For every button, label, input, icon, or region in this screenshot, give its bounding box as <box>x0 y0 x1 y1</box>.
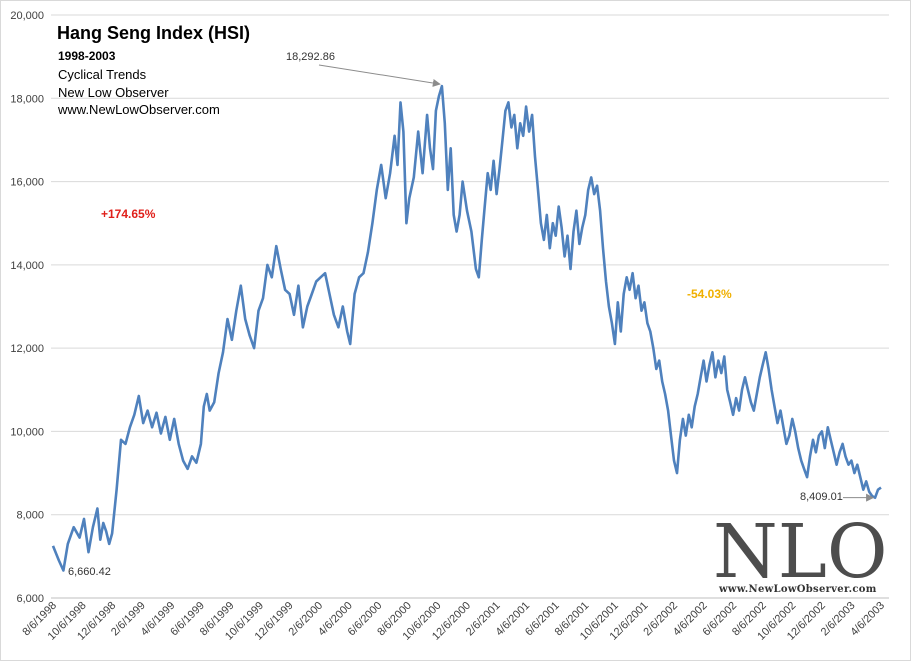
gridlines <box>51 14 889 599</box>
peak-value-label: 18,292.86 <box>286 51 335 63</box>
subtitle-website: www.NewLowObserver.com <box>57 102 220 117</box>
y-tick-label: 14,000 <box>10 260 44 272</box>
subtitle-years: 1998-2003 <box>58 49 116 63</box>
x-axis-ticks: 8/6/199810/6/199812/6/19982/6/19994/6/19… <box>20 600 887 643</box>
loss-percent-label: -54.03% <box>687 287 732 301</box>
subtitle-source: New Low Observer <box>58 85 169 100</box>
nlo-watermark-logo: NLO <box>713 509 888 595</box>
y-tick-label: 18,000 <box>10 93 44 105</box>
end-value-label: 8,409.01 <box>800 491 843 503</box>
start-low-value-label: 6,660.42 <box>68 566 111 578</box>
hsi-series-line <box>51 84 882 572</box>
nlo-watermark-site: www.NewLowObserver.com <box>718 584 877 595</box>
y-tick-label: 10,000 <box>10 426 44 438</box>
y-tick-label: 20,000 <box>10 10 44 22</box>
subtitle-trend: Cyclical Trends <box>58 67 147 82</box>
y-axis-ticks: 6,000 8,000 10,000 12,000 14,000 16,000 18,000… <box>10 10 44 605</box>
y-tick-label: 8,000 <box>16 510 44 522</box>
gain-percent-label: +174.65% <box>101 207 156 221</box>
chart-title: Hang Seng Index (HSI) <box>57 23 250 43</box>
peak-arrow <box>318 64 441 87</box>
y-tick-label: 16,000 <box>10 177 44 189</box>
y-tick-label: 12,000 <box>10 343 44 355</box>
y-tick-label: 6,000 <box>16 593 44 605</box>
